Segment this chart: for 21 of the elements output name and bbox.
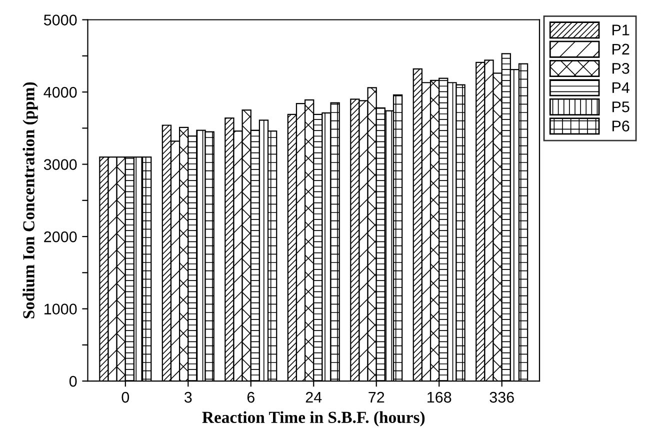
y-tick-label: 4000 [44,86,77,98]
y-tick-label: 3000 [44,159,77,170]
legend-label: P3 [612,62,630,74]
x-tick-label: 6 [247,392,254,403]
x-tick-label: 3 [184,392,192,403]
x-tick-label: 168 [428,392,452,403]
y-tick-label: 2000 [44,231,77,242]
x-tick-label: 0 [122,392,130,403]
legend-label: P2 [612,44,630,54]
y-tick-label: 5000 [44,14,77,26]
legend-label: P1 [612,24,630,36]
y-axis-title: Sodium Ion Concentration (ppm) [22,82,38,318]
legend-label: P6 [612,120,630,132]
legend-label: P4 [612,82,630,93]
x-axis-title: Reaction Time in S.B.F. (hours) [202,411,425,426]
y-tick-label: 1000 [44,304,77,314]
legend-label: P5 [612,102,630,112]
y-tick-label: 0 [69,376,77,387]
x-tick-label: 24 [306,392,322,403]
x-tick-label: 336 [490,392,514,403]
x-tick-label: 72 [368,392,384,403]
